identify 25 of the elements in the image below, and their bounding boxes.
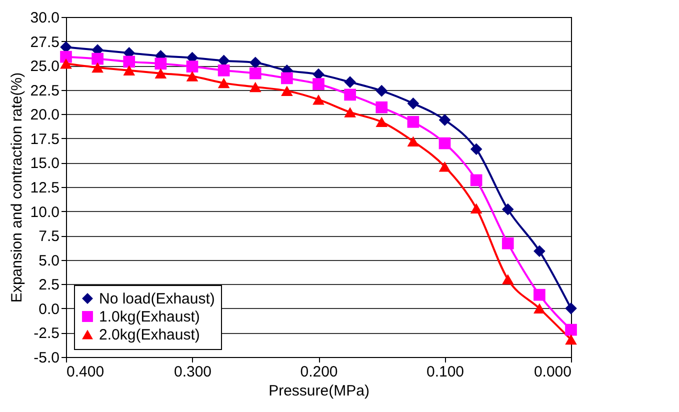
x-tick-label: 0.100 [426, 364, 464, 380]
x-tick-label: 0.300 [174, 364, 212, 380]
y-tick-label: 10.0 [30, 204, 60, 221]
y-tick-label: 22.5 [30, 82, 60, 100]
y-tick-label: -5.0 [34, 350, 60, 366]
x-axis-title: Pressure(MPa) [268, 382, 370, 400]
y-tick-label: 20.0 [30, 106, 60, 124]
y-tick-label: 30.0 [30, 10, 60, 26]
x-tick-label: 0.200 [300, 364, 338, 380]
y-axis-title: Expansion and contraction rate(%) [8, 72, 26, 303]
x-tick-label: 0.000 [534, 364, 572, 380]
y-tick-label: 0.0 [38, 300, 60, 318]
legend-label: 1.0kg(Exhaust) [99, 308, 200, 326]
y-tick-label: 27.5 [30, 34, 60, 51]
y-tick-label: 2.5 [38, 276, 60, 294]
y-tick-label: 17.5 [30, 130, 60, 148]
y-tick-label: -2.5 [34, 325, 60, 342]
legend-label: 2.0kg(Exhaust) [99, 326, 200, 344]
y-tick-label: 25.0 [30, 58, 60, 76]
x-tick-label: 0.400 [66, 364, 104, 380]
y-tick-label: 15.0 [30, 155, 60, 172]
y-tick-label: 7.5 [38, 228, 60, 246]
y-tick-label: 5.0 [38, 252, 60, 270]
y-tick-label: 12.5 [30, 180, 60, 196]
legend-label: No load(Exhaust) [99, 290, 215, 308]
